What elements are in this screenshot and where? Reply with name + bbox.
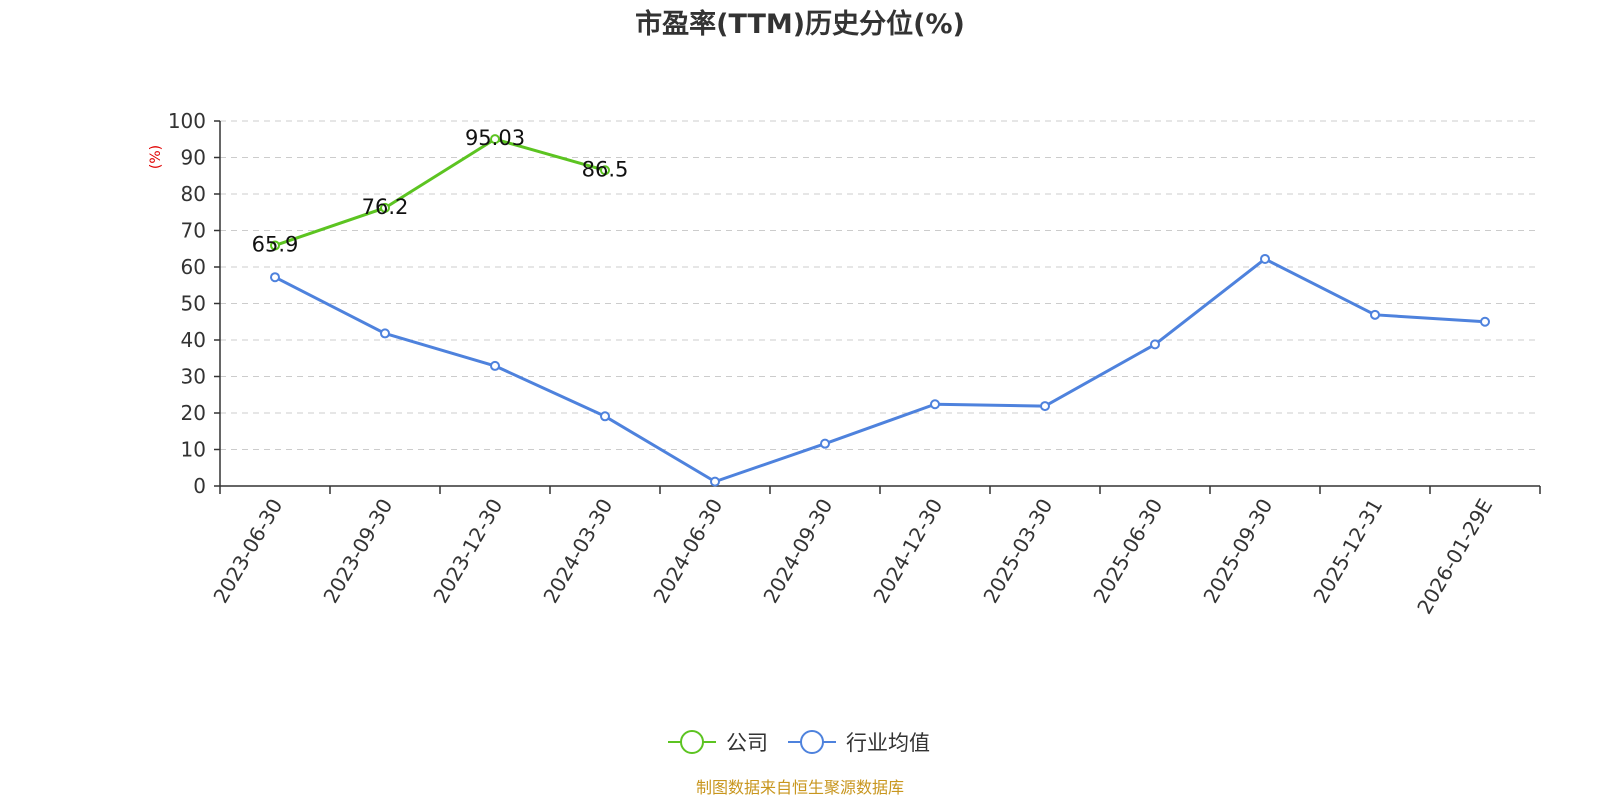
data-point: [380, 202, 390, 213]
axes: 0 10 20 30 40 50 60 70 80 90 100 2023-06-30 2023-09-…: [168, 109, 1541, 619]
legend-marker: [680, 730, 704, 754]
data-point: [600, 165, 610, 176]
series-line: [274, 257, 1486, 484]
x-tick-label: 2023-09-30: [318, 495, 397, 608]
data-label: 86.5: [582, 157, 629, 181]
series-line: [274, 137, 606, 247]
x-tick-label: 2023-12-30: [428, 495, 507, 608]
data-point: [820, 438, 830, 449]
x-tick-label: 2024-03-30: [538, 495, 617, 608]
series-lines: [270, 134, 1490, 487]
legend-item-1[interactable]: 行业均值: [788, 730, 930, 755]
legend-item-0[interactable]: 公司: [668, 730, 768, 755]
y-tick-label: 60: [181, 255, 206, 279]
y-tick-label: 50: [181, 292, 206, 316]
legend-label: 行业均值: [846, 731, 930, 755]
data-point: [1150, 339, 1160, 350]
x-tick-label: 2025-12-31: [1308, 495, 1387, 608]
data-labels: 65.9 76.2 95.03 86.5: [252, 126, 629, 256]
y-tick-label: 10: [181, 438, 206, 462]
y-tick-label: 70: [181, 219, 206, 243]
data-label: 95.03: [465, 126, 525, 150]
data-point: [710, 476, 720, 487]
data-label: 65.9: [252, 232, 299, 256]
chart-title: 市盈率(TTM)历史分位(%): [635, 8, 965, 40]
data-point: [270, 272, 280, 283]
y-tick-label: 80: [181, 182, 206, 206]
x-tick-label: 2026-01-29E: [1412, 495, 1497, 619]
grid-lines: [220, 120, 1540, 450]
data-point: [1480, 316, 1490, 327]
x-tick-label: 2024-09-30: [758, 495, 837, 608]
x-tick-label: 2024-12-30: [868, 495, 947, 608]
y-tick-label: 20: [181, 401, 206, 425]
legend-label: 公司: [726, 731, 768, 755]
data-point: [490, 134, 500, 145]
y-axis-unit-label: (%): [148, 145, 164, 169]
legend-marker: [800, 730, 824, 754]
y-tick-label: 90: [181, 146, 206, 170]
data-label: 76.2: [362, 195, 409, 219]
x-tick-label: 2025-06-30: [1088, 495, 1167, 608]
series-0: [270, 134, 610, 251]
data-point: [1370, 309, 1380, 320]
data-point: [380, 328, 390, 339]
y-tick-label: 100: [168, 109, 206, 133]
data-point: [1040, 401, 1050, 412]
data-point: [1260, 253, 1270, 264]
x-tick-label: 2024-06-30: [648, 495, 727, 608]
data-point: [930, 399, 940, 410]
x-tick-label: 2023-06-30: [208, 495, 287, 608]
source-note: 制图数据来自恒生聚源数据库: [696, 778, 904, 797]
x-tick-label: 2025-03-30: [978, 495, 1057, 608]
y-tick-label: 40: [181, 328, 206, 352]
y-tick-label: 0: [193, 474, 206, 498]
data-point: [490, 360, 500, 371]
data-point: [270, 240, 280, 251]
legend[interactable]: 公司 行业均值: [668, 730, 930, 755]
x-tick-label: 2025-09-30: [1198, 495, 1277, 608]
y-tick-label: 30: [181, 365, 206, 389]
series-1: [270, 253, 1490, 487]
data-point: [600, 411, 610, 422]
